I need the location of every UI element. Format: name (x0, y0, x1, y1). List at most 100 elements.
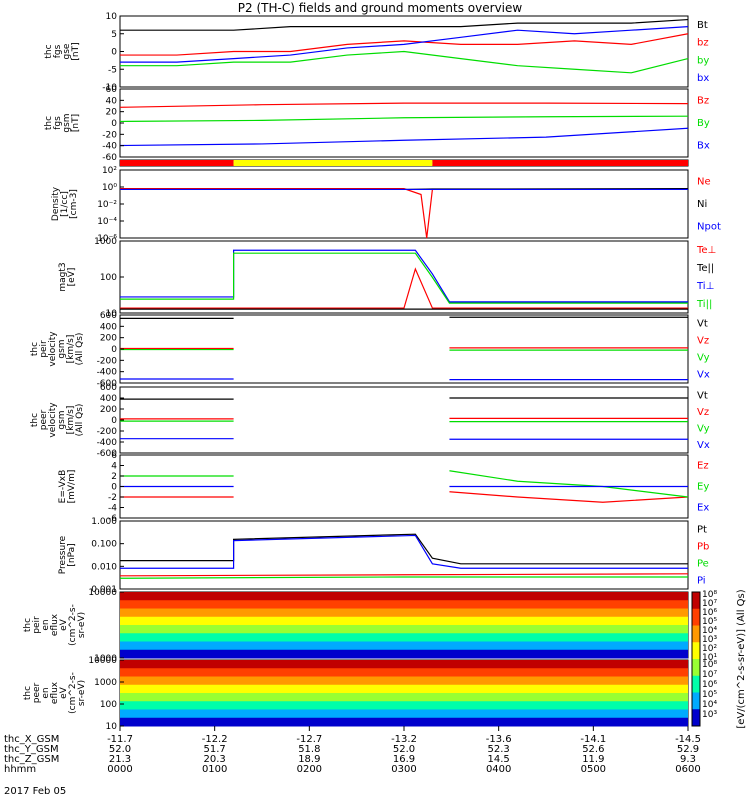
legend-label: Vz (697, 336, 709, 347)
spectrogram-band (120, 660, 688, 669)
page-title: P2 (TH-C) fields and ground moments over… (237, 1, 523, 15)
y-tick-label: 10⁻⁴ (97, 217, 117, 227)
footer-row-label: thc_X_GSM (4, 734, 59, 745)
mode-segment (432, 160, 688, 166)
y-axis-label: (cm^2-s- (68, 672, 78, 714)
y-tick-label: 6 (111, 451, 117, 461)
mode-segment (120, 160, 234, 166)
y-axis-label: (All Qs) (75, 404, 85, 437)
y-tick-label: -4 (108, 504, 117, 514)
y-tick-label: 10000 (88, 588, 117, 598)
footer-value: 52.0 (109, 744, 131, 755)
y-axis-label: thc (23, 686, 33, 700)
y-axis-label: sr-eV) (77, 680, 87, 706)
colorbar-tick: 10³ (702, 710, 717, 720)
colorbar-band (692, 642, 700, 660)
colorbar-tick: 10⁴ (702, 700, 717, 710)
y-tick-label: 10⁰ (102, 183, 117, 193)
y-axis-label: Density (51, 186, 61, 221)
y-axis-label: fgs (53, 44, 63, 58)
series-line-Bt (120, 18, 689, 31)
series-line-Ne (120, 188, 688, 239)
y-axis-label: thc (44, 116, 54, 130)
footer-value: -11.7 (107, 734, 133, 745)
legend-label: Pe (697, 559, 709, 570)
footer-value: 52.3 (488, 744, 510, 755)
mode-segment (233, 160, 433, 166)
y-axis-label: eflux (50, 613, 60, 636)
series-line-Ez (449, 491, 689, 503)
y-axis-label: sr-eV) (77, 612, 87, 638)
footer-value: -14.1 (580, 734, 606, 745)
y-tick-label: 10 (106, 309, 118, 319)
footer-value: -13.2 (391, 734, 417, 745)
y-tick-label: 10⁻⁶ (97, 234, 117, 244)
y-tick-label: 0 (111, 48, 117, 58)
legend-label: Bt (697, 20, 708, 31)
y-axis-label: thc (23, 618, 33, 632)
colorbar-tick: 10³ (702, 635, 717, 645)
legend-label: Vx (697, 440, 710, 451)
spectrogram-band (120, 684, 688, 694)
footer-value: 14.5 (488, 754, 510, 765)
spectrogram-band (120, 676, 688, 686)
y-tick-label: 1000 (94, 654, 117, 664)
y-tick-label: 10 (106, 722, 118, 732)
footer-value: 0500 (581, 764, 606, 775)
series-line-Ti|| (120, 252, 688, 304)
legend-label: by (697, 55, 709, 66)
footer-value: 52.0 (393, 744, 415, 755)
spectrogram-band (120, 633, 688, 642)
y-tick-label: -10 (102, 83, 117, 93)
y-tick-label: 0.010 (91, 562, 117, 572)
colorbar-frame (691, 591, 701, 727)
series-line-Ti⊥ (120, 249, 688, 303)
legend-label: Ne (697, 176, 711, 187)
legend-label: Pt (697, 525, 707, 536)
y-tick-label: -200 (97, 427, 118, 437)
footer-value: 52.9 (677, 744, 699, 755)
panel-frame-fgs_gsm (119, 88, 689, 158)
colorbar-tick: 10² (702, 644, 717, 654)
spectrogram-band (120, 649, 688, 659)
series-line-Bx (119, 127, 689, 147)
colorbar-tick: 10⁵ (702, 690, 717, 700)
y-tick-label: 0 (111, 119, 117, 129)
y-tick-label: 40 (106, 96, 118, 106)
y-axis-label: peer (39, 409, 49, 430)
y-axis-label: [eV] (67, 268, 77, 287)
colorbar-tick: 10⁵ (702, 617, 717, 627)
spectrogram-band (120, 608, 688, 618)
y-tick-label: 0.100 (91, 540, 117, 550)
footer-value: 21.3 (109, 754, 131, 765)
y-tick-label: -40 (102, 142, 117, 152)
y-axis-label: eV (59, 686, 69, 699)
colorbar-band (692, 592, 700, 610)
footer-value: 0100 (202, 764, 227, 775)
y-tick-label: 400 (100, 322, 117, 332)
series-line-Ey (449, 470, 689, 498)
footer-value: -12.2 (202, 734, 228, 745)
spectrogram-band (120, 717, 688, 727)
y-tick-label: -600 (97, 449, 118, 459)
footer-row-label: thc_Y_GSM (4, 744, 59, 755)
legend-label: Te⊥ (696, 245, 716, 256)
y-tick-label: -5 (108, 65, 117, 75)
y-axis-label: velocity (48, 331, 58, 367)
series-line-By (119, 115, 689, 123)
y-axis-label: E=-VxB (58, 470, 68, 504)
spectrogram-band (120, 600, 688, 609)
spectrogram-band (120, 625, 688, 634)
y-tick-label: 600 (100, 311, 117, 321)
colorbar-tick: 10⁶ (702, 608, 717, 618)
y-axis-label: peer (32, 682, 42, 703)
footer-value: 9.3 (680, 754, 696, 765)
y-axis-label: gse (62, 43, 72, 59)
y-tick-label: 20 (106, 108, 118, 118)
y-axis-label: fgs (53, 116, 63, 130)
footer-value: 51.8 (298, 744, 320, 755)
footer-value: 51.7 (204, 744, 226, 755)
footer-value: 0600 (675, 764, 700, 775)
spectrogram-band (120, 709, 688, 719)
y-axis-label: (All Qs) (75, 333, 85, 366)
